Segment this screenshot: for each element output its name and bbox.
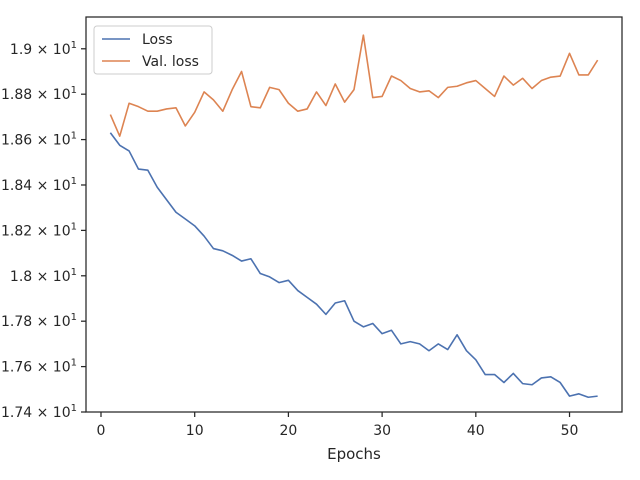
- x-axis-label: Epochs: [327, 445, 381, 463]
- y-tick-label: 1.84 × 101: [1, 176, 77, 194]
- y-tick-label: 1.76 × 101: [1, 358, 77, 376]
- x-tick-label: 50: [561, 423, 579, 439]
- series-line-val-loss: [109, 34, 599, 137]
- y-tick-label: 1.74 × 101: [1, 403, 77, 421]
- legend-box: [93, 25, 213, 75]
- y-tick-label: 1.86 × 101: [1, 131, 77, 149]
- x-tick-label: 20: [279, 423, 297, 439]
- x-axis-ticks: 0 10 20 30 40 50: [97, 412, 579, 439]
- plot-lines: [109, 34, 599, 399]
- series-line-loss: [109, 132, 598, 399]
- y-tick-label: 1.8 × 101: [10, 267, 77, 285]
- x-tick-label: 40: [467, 423, 485, 439]
- y-tick-label: 1.9 × 101: [10, 40, 77, 58]
- legend: Loss Val. loss: [93, 25, 213, 75]
- legend-label: Val. loss: [142, 54, 199, 70]
- x-tick-label: 0: [97, 423, 106, 439]
- x-tick-label: 10: [186, 423, 204, 439]
- plot-frame: [85, 16, 623, 413]
- legend-label: Loss: [142, 32, 173, 48]
- y-tick-label: 1.82 × 101: [1, 221, 77, 239]
- y-tick-label: 1.88 × 101: [1, 85, 77, 103]
- y-axis-ticks: 1.74 × 101 1.76 × 101 1.78 × 101 1.8 × 101 1…: [1, 40, 86, 421]
- x-tick-label: 30: [373, 423, 391, 439]
- y-tick-label: 1.78 × 101: [1, 312, 77, 330]
